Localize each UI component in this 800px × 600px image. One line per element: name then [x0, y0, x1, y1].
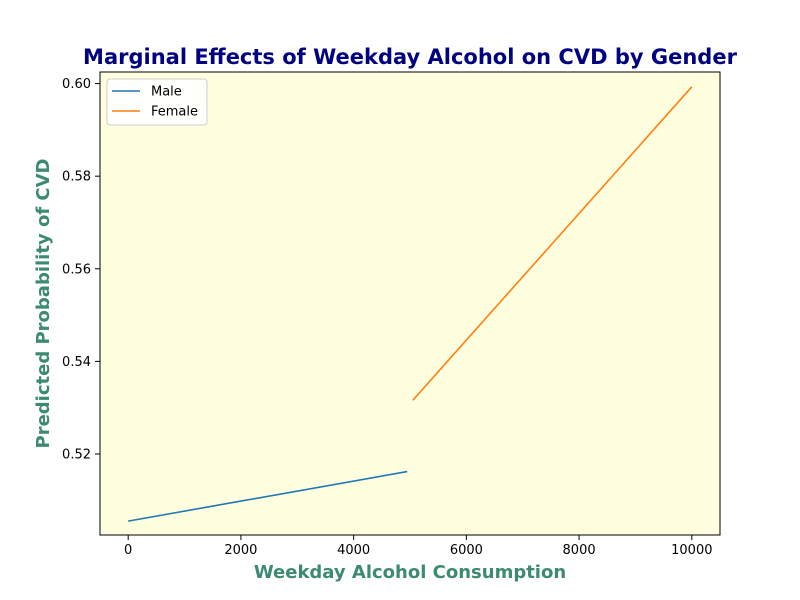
x-tick-label: 6000 [450, 543, 483, 558]
y-tick-label: 0.58 [62, 170, 91, 185]
y-tick-label: 0.60 [62, 77, 91, 92]
y-tick-label: 0.54 [62, 355, 91, 370]
x-axis-label: Weekday Alcohol Consumption [254, 562, 566, 583]
x-axis-ticks: 0 2000 4000 6000 8000 10000 [124, 535, 712, 558]
y-axis-label: Predicted Probability of CVD [33, 159, 54, 449]
y-tick-label: 0.52 [62, 447, 91, 462]
x-tick-label: 0 [124, 543, 132, 558]
series-layer [128, 86, 693, 522]
plot-frame [99, 71, 721, 536]
plot-area [100, 72, 720, 535]
series-line-male [128, 470, 408, 522]
x-tick-label: 8000 [563, 543, 596, 558]
x-tick-label: 2000 [224, 543, 257, 558]
legend-label-female: Female [151, 105, 198, 120]
y-tick-label: 0.56 [62, 262, 91, 277]
legend-label-male: Male [151, 85, 182, 100]
legend: Male Female [106, 78, 208, 126]
x-tick-label: 10000 [671, 543, 712, 558]
x-tick-label: 4000 [337, 543, 370, 558]
series-line-female [412, 86, 693, 401]
chart-title: Marginal Effects of Weekday Alcohol on C… [83, 45, 738, 69]
y-axis-ticks: 0.52 0.54 0.56 0.58 0.60 [62, 77, 100, 462]
